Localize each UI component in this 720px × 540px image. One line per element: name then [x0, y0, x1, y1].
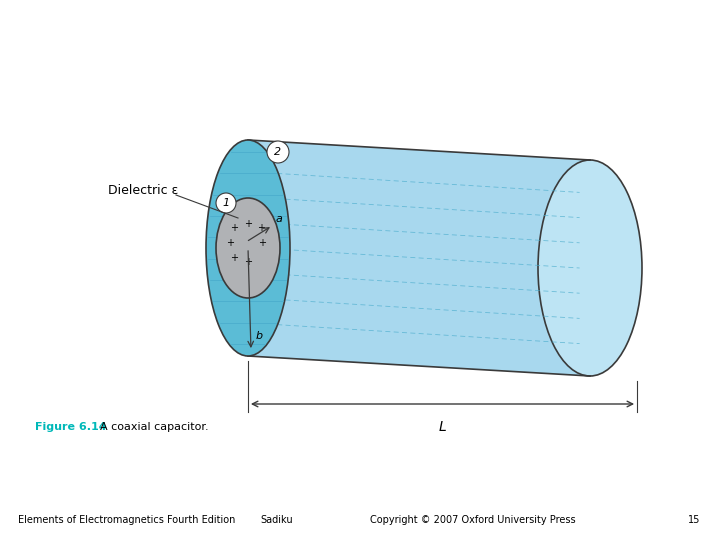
Polygon shape: [248, 140, 590, 376]
Text: b: b: [256, 331, 263, 341]
Text: Elements of Electromagnetics Fourth Edition: Elements of Electromagnetics Fourth Edit…: [18, 515, 235, 525]
Text: 15: 15: [688, 515, 700, 525]
Text: Dielectric ε: Dielectric ε: [108, 184, 179, 197]
Text: +: +: [244, 257, 252, 267]
Text: L: L: [438, 420, 446, 434]
Text: +: +: [244, 219, 252, 229]
Ellipse shape: [267, 141, 289, 163]
Ellipse shape: [206, 140, 290, 356]
Text: +: +: [258, 238, 266, 248]
Text: 2: 2: [274, 147, 282, 157]
Text: Sadiku: Sadiku: [260, 515, 292, 525]
Text: 1: 1: [222, 198, 230, 208]
Text: a: a: [276, 213, 282, 224]
Text: Figure 6.14: Figure 6.14: [35, 422, 107, 432]
Ellipse shape: [216, 198, 280, 298]
Text: +: +: [226, 238, 234, 248]
Text: +: +: [230, 253, 238, 263]
Text: A coaxial capacitor.: A coaxial capacitor.: [93, 422, 209, 432]
Text: +: +: [230, 223, 238, 233]
Text: Copyright © 2007 Oxford University Press: Copyright © 2007 Oxford University Press: [370, 515, 575, 525]
Text: +: +: [257, 223, 265, 233]
Ellipse shape: [216, 193, 236, 213]
Ellipse shape: [538, 160, 642, 376]
